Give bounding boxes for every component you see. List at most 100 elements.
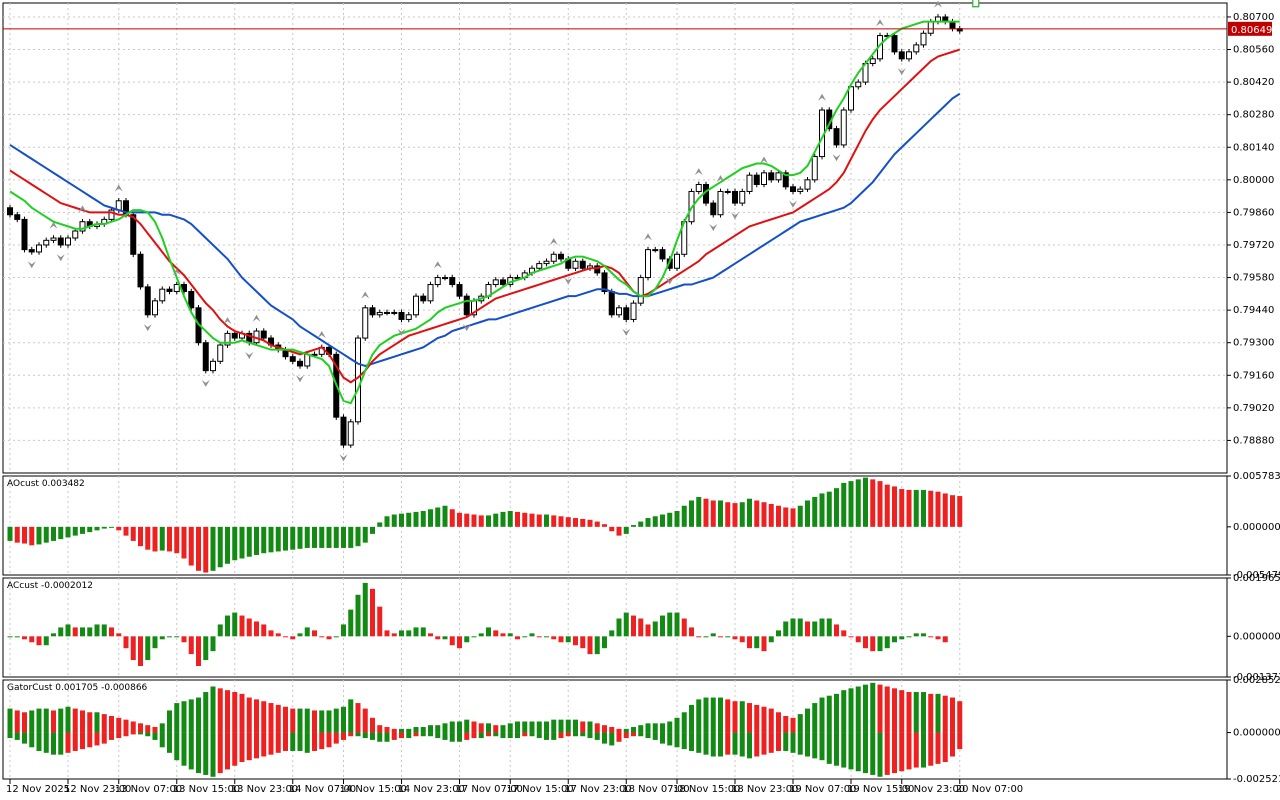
gator-lower-bar <box>225 732 230 770</box>
gator-upper-bar <box>29 710 35 733</box>
gator-upper-bar <box>413 727 419 733</box>
gator-lower-bar <box>667 732 673 746</box>
ac-bar <box>399 630 404 637</box>
ac-bar <box>747 636 752 649</box>
ac-bar <box>819 618 825 637</box>
ac-bar <box>290 636 296 640</box>
fractal-up-marker <box>549 237 558 245</box>
gator-upper-bar <box>935 693 941 733</box>
candle-body <box>840 109 847 146</box>
y-tick-label: 0.79300 <box>1233 338 1274 349</box>
ao-bar <box>297 526 303 549</box>
fractal-up-marker <box>876 19 884 27</box>
fractal-up-marker <box>361 291 370 299</box>
ac-bar <box>703 636 709 638</box>
ac-bar <box>406 630 412 637</box>
gator-upper-bar <box>399 728 404 733</box>
ao-label: AOcust 0.003482 <box>7 479 85 489</box>
gator-upper-bar <box>471 721 477 733</box>
ac-bar <box>420 627 426 637</box>
ao-bar <box>652 516 658 527</box>
gator-upper-bar <box>776 712 781 733</box>
gator-lower-bar <box>312 732 317 751</box>
y-tick-label: 0.79720 <box>1233 240 1274 251</box>
candle-body <box>384 311 390 314</box>
ac-bar <box>464 636 470 643</box>
ac-pane-frame <box>2 577 1228 678</box>
candle-body <box>166 288 173 293</box>
gator-upper-bar <box>500 725 506 733</box>
ao-bar <box>855 479 861 527</box>
gator-upper-bar <box>906 692 912 733</box>
ac-y-tick-label: 0.0000000 <box>1233 631 1280 642</box>
ac-bar <box>899 636 905 640</box>
gator-lower-bar <box>515 732 520 739</box>
ao-bar <box>826 491 832 527</box>
ao-bar <box>732 503 738 527</box>
gator-upper-bar <box>703 697 709 733</box>
gator-lower-bar <box>413 732 419 737</box>
gator-lower-bar <box>674 732 680 748</box>
ac-bar <box>573 636 578 646</box>
ao-bar <box>812 496 818 527</box>
candle-body <box>761 172 767 185</box>
ao-bar <box>304 526 310 548</box>
gator-lower-bar <box>754 732 760 757</box>
ao-bar <box>957 496 963 527</box>
ac-bar <box>413 627 419 637</box>
ac-bar <box>928 636 934 638</box>
fractal-down-marker <box>665 277 674 285</box>
gator-lower-bar <box>130 732 136 735</box>
fractal-down-marker <box>897 68 906 76</box>
candle-body <box>550 253 557 262</box>
candle-body <box>616 307 622 316</box>
candle-body <box>210 360 216 372</box>
gator-upper-bar <box>950 697 955 733</box>
gator-lower-bar <box>355 732 361 737</box>
ac-bar <box>225 615 230 637</box>
gator-lower-bar <box>384 732 390 742</box>
ac-bar <box>725 636 731 638</box>
ao-bar <box>573 518 578 527</box>
gator-upper-bar <box>478 723 484 733</box>
ac-label: ACcust -0.0002012 <box>7 581 93 591</box>
candle-body <box>376 311 383 316</box>
gator-upper-bar <box>217 688 223 733</box>
candle-body <box>434 277 441 286</box>
x-tick-label: 13 Nov 15:00 <box>173 784 240 795</box>
ao-bar <box>348 526 354 548</box>
alligator-jaw-line <box>9 92 961 368</box>
ac-bar <box>232 612 238 637</box>
gator-upper-bar <box>254 699 259 733</box>
x-tick-label: 19 Nov 15:00 <box>847 784 914 795</box>
ao-bar <box>116 526 122 531</box>
candle-body <box>855 81 862 88</box>
ao-bar <box>768 503 774 527</box>
gator-upper-bar <box>203 692 209 733</box>
gator-upper-bar <box>442 723 448 733</box>
ao-bar <box>478 515 484 527</box>
gator-lower-bar <box>442 732 448 740</box>
ac-bar <box>174 636 180 638</box>
fractal-down-marker <box>564 277 573 285</box>
ac-bar <box>355 594 361 637</box>
ao-bar <box>660 514 665 527</box>
gator-upper-bar <box>87 712 93 733</box>
candle-body <box>753 174 760 185</box>
ao-bar <box>536 514 542 527</box>
ao-bar <box>391 514 397 527</box>
ac-bar <box>370 588 375 637</box>
gator-upper-bar <box>319 710 325 733</box>
gator-lower-bar <box>72 732 78 751</box>
gator-upper-bar <box>594 723 600 733</box>
candle-body <box>536 263 543 269</box>
ac-bar <box>754 636 760 649</box>
gator-upper-bar <box>326 710 332 733</box>
ac-y-tick-label: -0.0013711 <box>1233 672 1280 683</box>
fractal-down-marker <box>143 324 152 332</box>
gator-upper-bar <box>580 721 586 733</box>
candle-body <box>442 277 448 280</box>
ao-bar <box>29 526 35 546</box>
